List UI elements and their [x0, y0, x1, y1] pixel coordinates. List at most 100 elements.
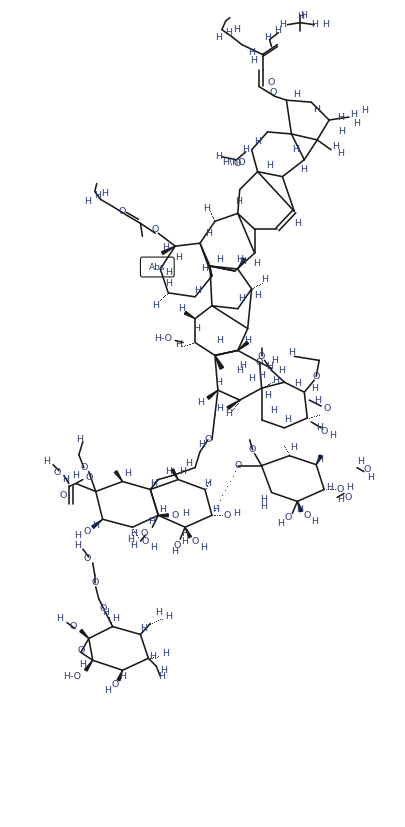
Text: H: H: [102, 608, 109, 617]
Text: H: H: [350, 109, 358, 118]
Text: H: H: [238, 294, 245, 304]
Text: H: H: [182, 509, 189, 518]
Text: O: O: [320, 428, 328, 437]
Text: H: H: [337, 150, 345, 158]
Text: H: H: [357, 457, 364, 466]
Text: H: H: [233, 509, 240, 518]
Text: O: O: [83, 554, 91, 563]
Text: H: H: [329, 432, 336, 440]
Polygon shape: [297, 501, 303, 512]
Text: H: H: [216, 336, 224, 345]
Polygon shape: [184, 312, 195, 318]
Text: H: H: [112, 614, 119, 623]
Text: H: H: [130, 541, 137, 550]
Text: H: H: [233, 25, 240, 34]
Text: H: H: [148, 517, 156, 526]
Text: O: O: [268, 78, 275, 87]
Text: H: H: [314, 395, 321, 404]
Text: O: O: [304, 511, 311, 520]
Polygon shape: [80, 629, 89, 638]
Text: H: H: [253, 259, 260, 268]
Text: H: H: [216, 255, 224, 264]
Text: H: H: [333, 142, 339, 151]
Text: H: H: [301, 11, 307, 20]
Text: H: H: [225, 409, 232, 418]
Text: O: O: [249, 445, 256, 454]
Text: H: H: [311, 517, 318, 526]
Text: H: H: [155, 608, 162, 617]
Text: H: H: [198, 440, 205, 449]
Text: H: H: [72, 471, 79, 480]
Text: H: H: [175, 252, 182, 261]
Text: H: H: [346, 483, 353, 492]
Text: H: H: [62, 475, 69, 484]
Text: H: H: [178, 304, 185, 313]
Text: H: H: [76, 435, 83, 444]
Text: O: O: [112, 680, 119, 689]
Text: H: H: [322, 20, 329, 29]
Text: H: H: [205, 479, 211, 488]
Text: O: O: [258, 352, 265, 361]
Text: H: H: [236, 366, 243, 375]
Text: H: H: [277, 519, 284, 528]
Text: H: H: [315, 423, 323, 433]
Text: H: H: [119, 672, 126, 681]
Text: H: H: [248, 48, 255, 57]
Text: H: H: [162, 649, 169, 657]
Text: H: H: [43, 457, 50, 466]
Text: O: O: [324, 404, 331, 413]
Text: O: O: [141, 528, 148, 538]
Text: H: H: [130, 528, 137, 538]
Text: H: H: [165, 467, 172, 476]
Text: H: H: [101, 189, 108, 198]
Polygon shape: [171, 469, 178, 480]
Text: H: H: [254, 291, 261, 300]
Text: O: O: [337, 485, 344, 494]
Text: H: H: [140, 624, 147, 633]
Text: O: O: [100, 605, 107, 613]
Text: O: O: [142, 537, 149, 546]
Text: H: H: [181, 537, 189, 546]
Text: O: O: [91, 578, 98, 587]
Text: H: H: [266, 362, 273, 370]
Text: H: H: [150, 543, 158, 552]
Polygon shape: [238, 258, 246, 269]
Text: H: H: [311, 20, 318, 29]
Text: O: O: [364, 465, 371, 474]
Text: H: H: [293, 89, 300, 98]
Text: H: H: [200, 543, 207, 552]
Text: H: H: [194, 286, 202, 295]
Text: H: H: [74, 541, 81, 550]
Text: H: H: [185, 459, 192, 468]
Text: H: H: [260, 502, 268, 511]
Text: H: H: [297, 12, 304, 22]
Text: H: H: [266, 161, 273, 170]
Text: O: O: [285, 513, 292, 522]
Polygon shape: [162, 246, 175, 255]
Text: H: H: [165, 612, 172, 621]
Text: O: O: [119, 207, 126, 216]
Text: O: O: [77, 646, 85, 655]
Text: H: H: [315, 455, 323, 464]
Polygon shape: [114, 471, 123, 481]
Text: H: H: [216, 404, 224, 413]
Text: O: O: [223, 511, 230, 520]
Text: H: H: [244, 336, 251, 345]
Text: H: H: [294, 379, 301, 388]
Text: H: H: [326, 483, 333, 492]
Text: O: O: [270, 88, 277, 97]
Polygon shape: [238, 342, 249, 351]
Text: H: H: [279, 20, 286, 29]
Text: H: H: [251, 56, 258, 65]
Text: H: H: [225, 28, 232, 37]
Text: H: H: [337, 112, 345, 122]
Polygon shape: [215, 356, 224, 369]
Text: H: H: [296, 504, 303, 514]
Text: H: H: [215, 152, 222, 161]
Text: H: H: [215, 33, 222, 42]
Text: H: H: [274, 26, 281, 35]
Text: H: H: [171, 547, 178, 556]
Text: Abs: Abs: [149, 262, 166, 271]
Text: H: H: [339, 127, 345, 136]
Text: H: H: [150, 479, 157, 488]
